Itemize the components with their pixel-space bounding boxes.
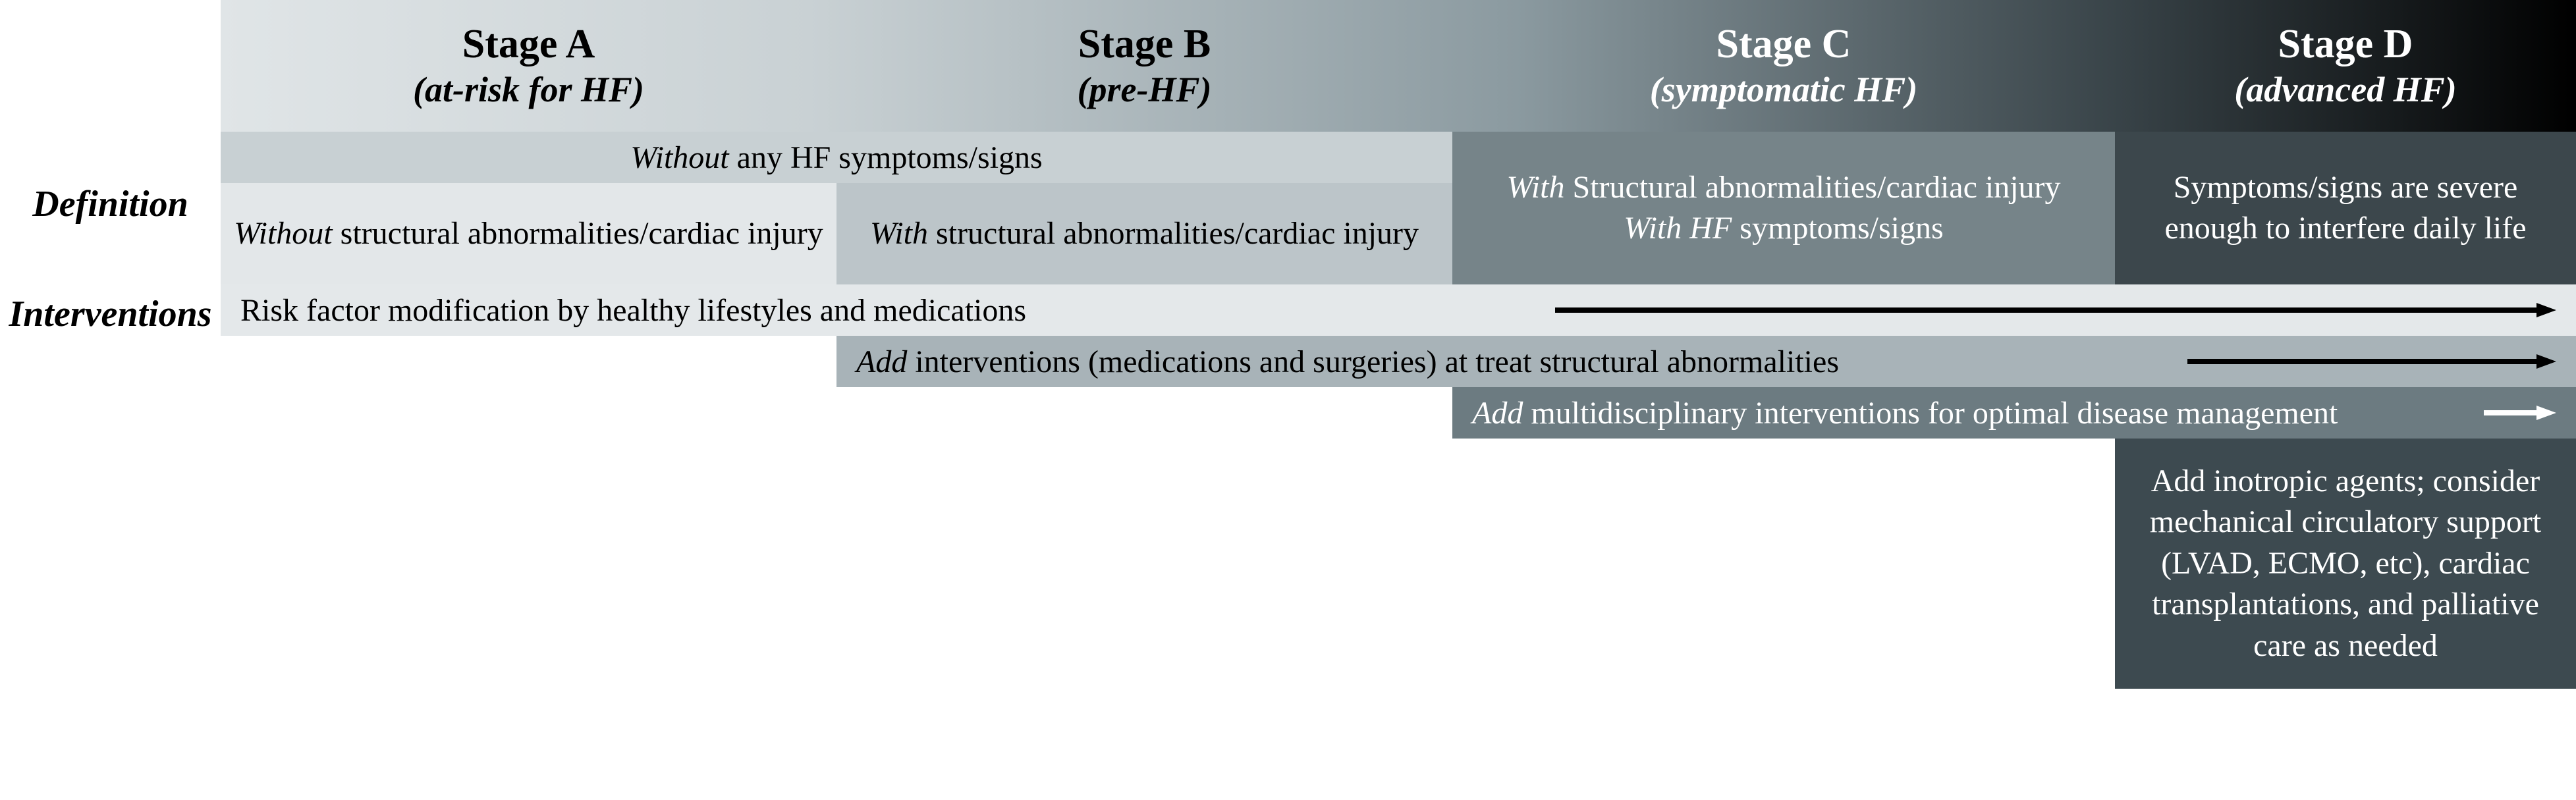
def-a-row2-text: Without structural abnormalities/cardiac… <box>234 213 823 254</box>
stage-d-title: Stage D <box>2278 22 2413 67</box>
int-row3-text: Add multidisciplinary interventions for … <box>1472 395 2338 431</box>
def-a-row2: Without structural abnormalities/cardiac… <box>221 183 836 284</box>
diagram-container: Stage A (at-risk for HF) Stage B (pre-HF… <box>0 0 2576 800</box>
stage-c-title: Stage C <box>1716 22 1851 67</box>
def-c-line2: With HF symptoms/signs <box>1624 208 1943 249</box>
stage-b-header: Stage B (pre-HF) <box>836 0 1452 132</box>
intervention-row1: Risk factor modification by healthy life… <box>221 284 2576 336</box>
def-b-row2-text: With structural abnormalities/cardiac in… <box>870 213 1419 254</box>
stage-a-subtitle: (at-risk for HF) <box>413 70 644 109</box>
stage-b-title: Stage B <box>1078 22 1211 67</box>
def-c-line1: With Structural abnormalities/cardiac in… <box>1506 167 2060 208</box>
stage-b-subtitle: (pre-HF) <box>1078 70 1212 109</box>
stage-d-subtitle: (advanced HF) <box>2234 70 2456 109</box>
int-row2-text: Add interventions (medications and surge… <box>856 344 1839 380</box>
stage-a-header: Stage A (at-risk for HF) <box>221 0 836 132</box>
def-d-text: Symptoms/signs are severe enough to inte… <box>2128 167 2563 250</box>
arrow-icon <box>1555 303 2556 317</box>
interventions-label: Interventions <box>0 293 221 335</box>
int-d-text: Add inotropic agents; consider mechanica… <box>2135 461 2556 666</box>
intervention-row2: Add interventions (medications and surge… <box>836 336 2576 387</box>
definition-label: Definition <box>0 183 221 225</box>
def-b-row2: With structural abnormalities/cardiac in… <box>836 183 1452 284</box>
arrow-icon <box>2187 354 2556 369</box>
def-ab-row1: Without any HF symptoms/signs <box>221 132 1452 183</box>
int-row1-text: Risk factor modification by healthy life… <box>240 292 1026 329</box>
intervention-row3: Add multidisciplinary interventions for … <box>1452 387 2576 439</box>
stage-d-header: Stage D (advanced HF) <box>2115 0 2576 132</box>
stage-c-header: Stage C (symptomatic HF) <box>1452 0 2115 132</box>
intervention-d-box: Add inotropic agents; consider mechanica… <box>2115 439 2576 689</box>
stage-a-title: Stage A <box>462 22 595 67</box>
def-ab-row1-text: Without any HF symptoms/signs <box>630 140 1042 176</box>
def-c-combined: With Structural abnormalities/cardiac in… <box>1452 132 2115 284</box>
arrow-icon <box>2484 406 2556 420</box>
stage-c-subtitle: (symptomatic HF) <box>1650 70 1917 109</box>
def-d-combined: Symptoms/signs are severe enough to inte… <box>2115 132 2576 284</box>
